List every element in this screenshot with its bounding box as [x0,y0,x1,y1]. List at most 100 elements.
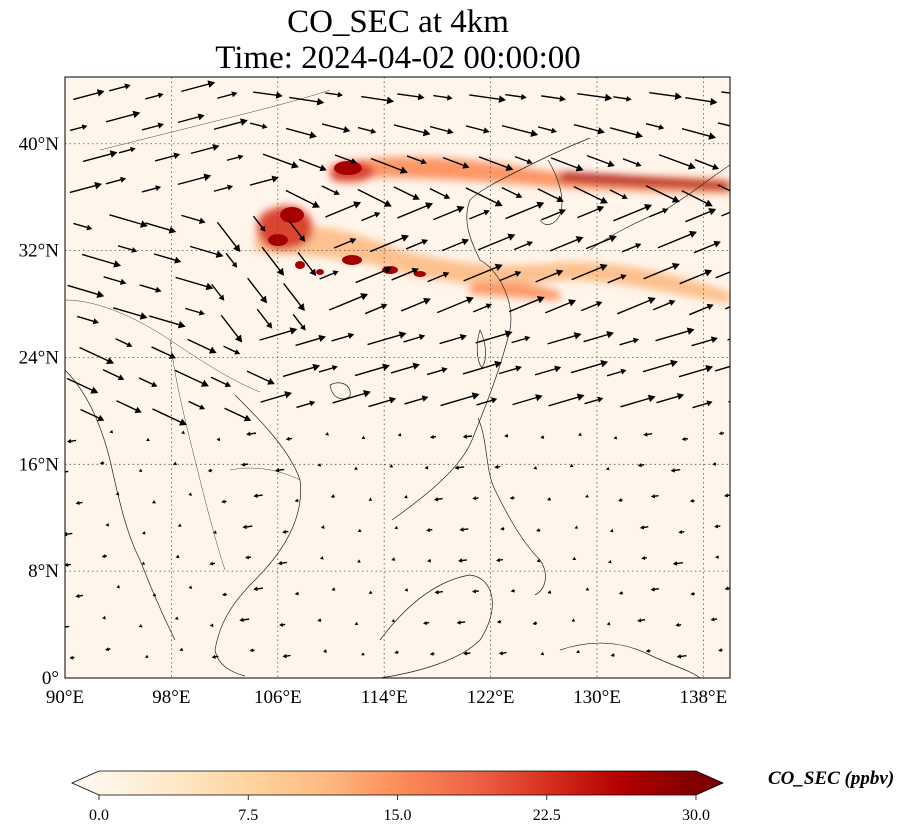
lat-tick-label: 16°N [19,454,60,475]
wind-arrow [277,560,287,566]
wind-arrow [549,236,584,252]
wind-arrow [404,587,409,592]
wind-arrow [645,123,665,130]
wind-arrow [679,269,713,285]
wind-arrow [333,238,357,249]
wind-arrow [331,332,355,342]
wind-arrow [475,330,513,344]
wind-arrow [139,284,162,293]
coastline-china [391,137,591,521]
wind-arrow [397,432,402,437]
wind-arrow [221,499,227,504]
wind-arrow [681,436,689,442]
wind-arrow [262,153,299,169]
wind-arrow [534,365,562,376]
wind-arrow [499,270,522,282]
wind-arrow [253,91,283,99]
wind-arrow [656,393,685,404]
wind-arrow [609,127,644,139]
wind-arrow [712,462,717,466]
wind-arrow [260,391,292,403]
wind-arrow [678,364,714,378]
wind-arrow [436,296,474,314]
lon-tick-label: 106°E [254,687,302,708]
wind-arrow [724,306,730,310]
colorbar-ticks: 0.0 7.5 15.0 22.5 30.0 [89,795,710,824]
colorbar-tick-label: 30.0 [682,807,710,824]
wind-arrow [225,252,238,268]
wind-arrow [569,463,574,468]
wind-arrow [295,334,326,347]
wind-arrow [456,620,466,625]
wind-arrow [142,530,146,535]
wind-arrow [317,618,322,622]
wind-arrow [547,590,552,594]
wind-arrow [536,528,541,532]
wind-arrow [141,561,146,565]
wind-arrow [370,157,408,174]
wind-arrow [690,591,696,596]
wind-arrow [282,653,291,659]
wind-arrow [728,400,730,403]
wind-arrow [691,336,718,347]
coastline-new-guinea [559,642,701,678]
colorbar-tick-label: 22.5 [533,807,561,824]
wind-arrow [115,491,120,496]
wind-arrow [118,146,136,154]
wind-arrow [226,154,244,161]
wind-arrow [175,276,214,291]
wind-arrow [187,338,217,354]
wind-arrow [357,559,361,563]
wind-arrow [510,588,516,593]
wind-arrow [261,246,285,276]
wind-arrow [616,297,656,315]
wind-arrow [177,113,205,124]
wind-arrow [607,559,612,564]
wind-arrow [676,654,687,659]
wind-arrow [369,234,409,253]
wind-arrow [297,252,317,277]
wind-arrow [188,585,193,589]
wind-arrow [391,557,396,561]
coastline-philippines [477,417,546,596]
wind-arrow [572,556,577,561]
wind-arrow [423,620,430,626]
wind-arrow [246,370,275,385]
wind-arrow [714,524,721,529]
wind-arrow [715,555,719,559]
wind-arrow [328,293,369,311]
wind-arrow [224,407,252,422]
wind-arrow [397,202,434,219]
wind-arrow [241,462,249,467]
wind-arrow [185,307,205,316]
wind-arrow [658,154,696,170]
wind-arrow [181,214,206,224]
wind-arrow [576,649,580,653]
wind-arrow [583,331,614,343]
lat-tick-label: 24°N [19,347,60,368]
wind-arrow [138,377,158,387]
wind-arrow [619,337,640,346]
wind-arrow [152,500,156,504]
colorbar-tick-label: 0.0 [89,807,109,824]
wind-arrow [577,205,605,219]
wind-arrow [65,562,71,567]
wind-arrow [247,277,268,304]
wind-arrow [609,189,628,200]
wind-arrow [332,389,371,404]
wind-arrow [501,186,523,198]
wind-arrow [294,591,300,596]
wind-arrow [547,497,551,501]
wind-arrow [249,175,279,186]
wind-arrow [207,468,213,473]
wind-arrow [442,156,470,169]
wind-arrow [585,587,590,591]
wind-arrow [69,655,75,660]
wind-arrow [101,554,108,559]
wind-arrow [173,461,177,466]
wind-arrow [189,245,224,258]
wind-arrow [544,299,577,314]
wind-arrow [113,307,148,320]
wind-arrow [81,253,122,268]
wind-arrow [573,186,608,204]
